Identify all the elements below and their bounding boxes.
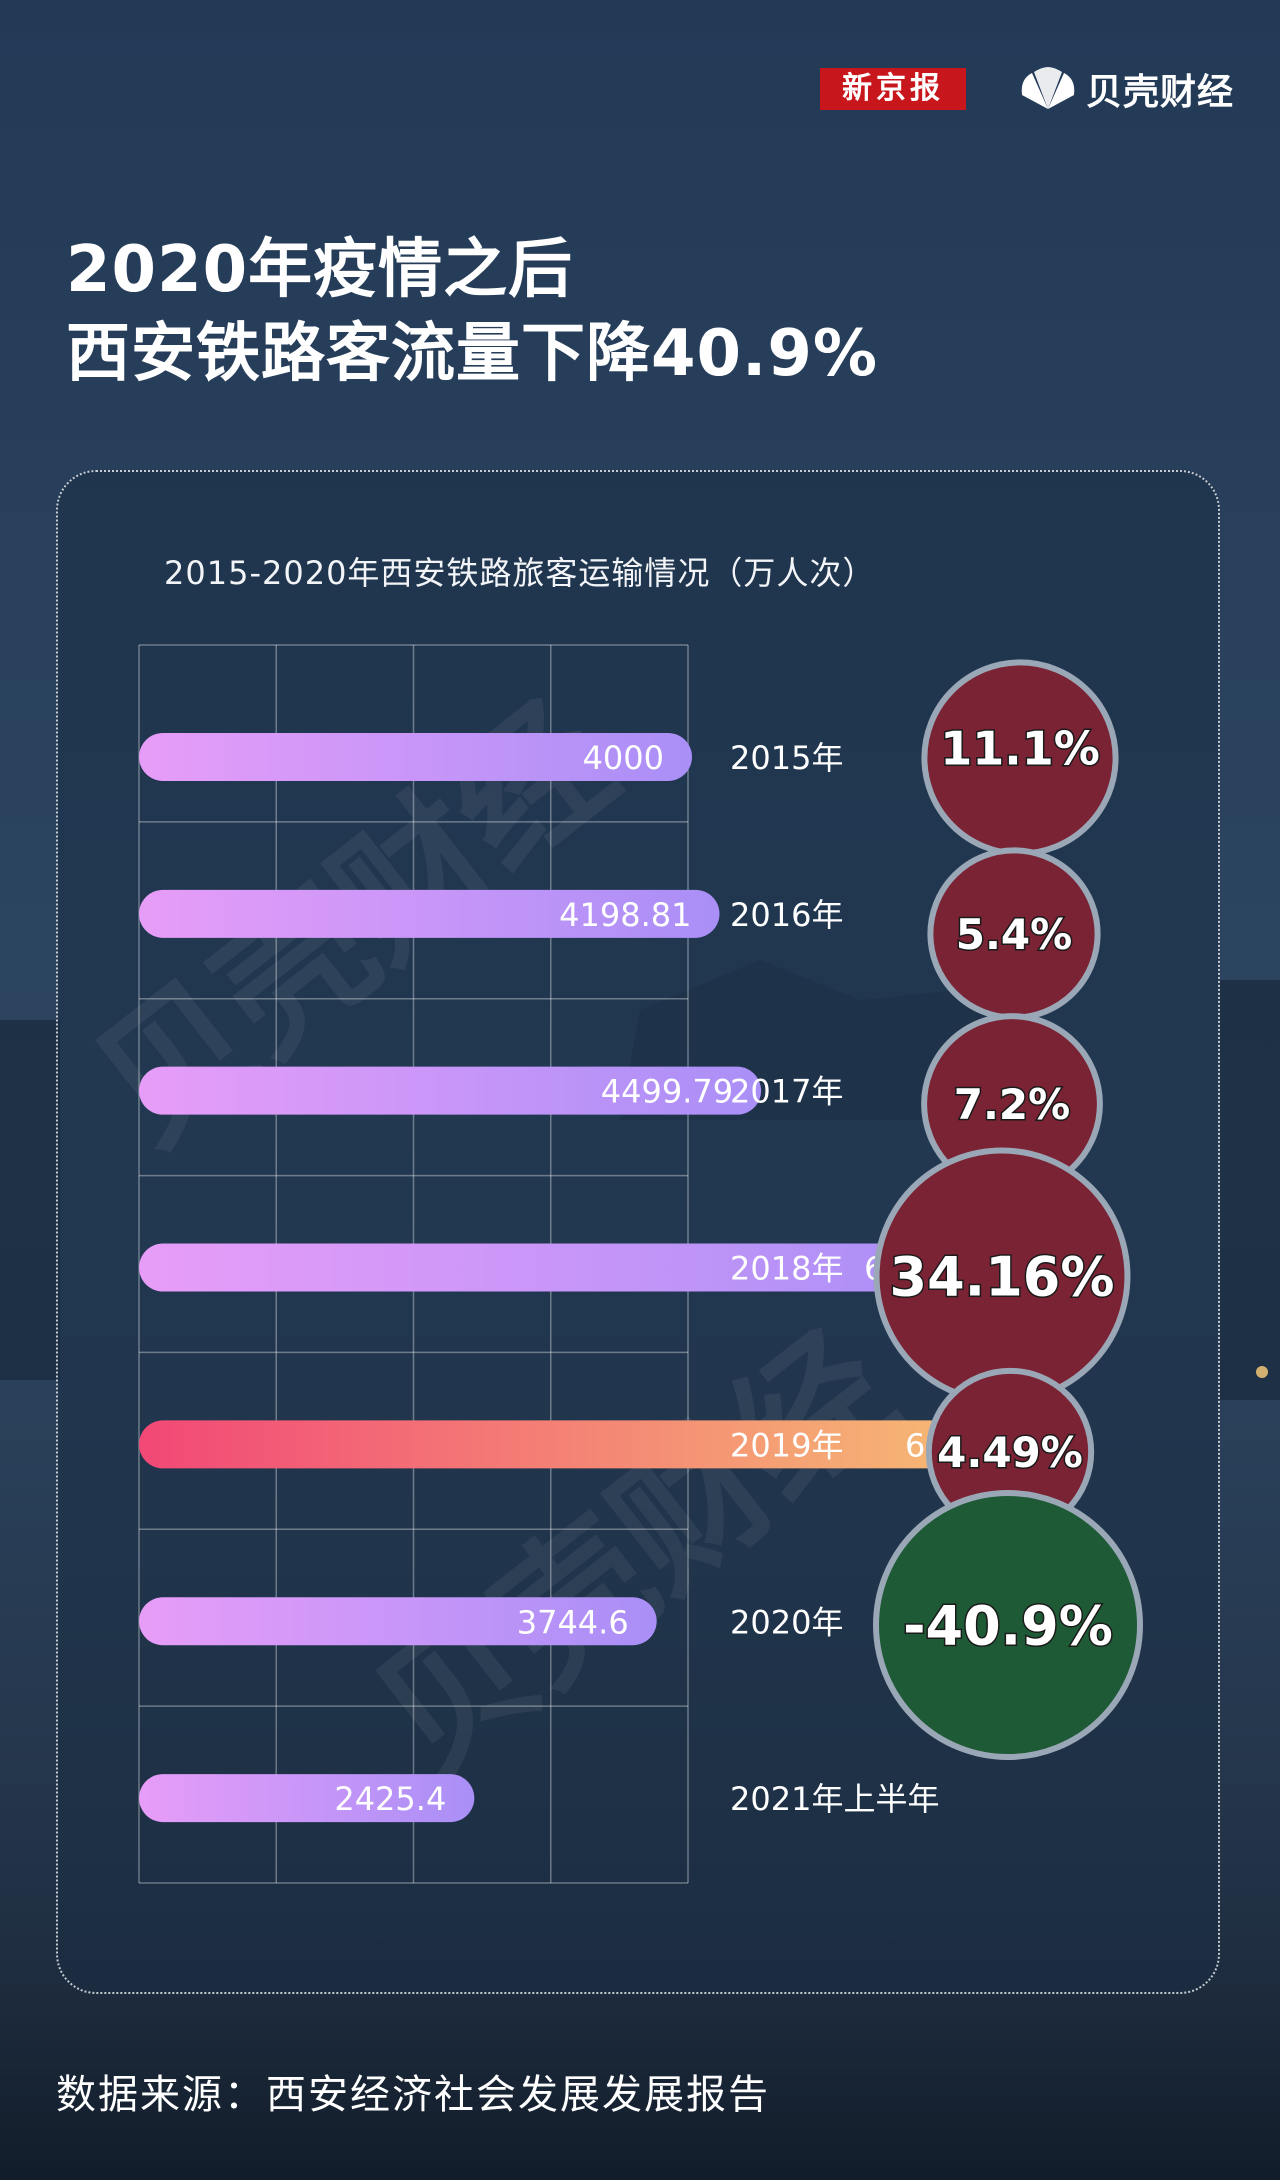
xinjingbao-logo: 新京报: [820, 68, 966, 110]
growth-rate-label: -40.9%: [903, 1594, 1113, 1657]
category-label: 2016年: [730, 896, 843, 934]
watermark-text: 贝壳财经: [345, 1302, 925, 1809]
bar: [139, 1420, 1015, 1469]
category-label: 2021年上半年: [730, 1780, 939, 1818]
bar: [139, 732, 692, 781]
bar-value-label: 2425.4: [334, 1780, 446, 1818]
headline: 2020年疫情之后 西安铁路客流量下降40.9%: [66, 228, 878, 396]
bar-value-label: 4198.81: [559, 896, 691, 934]
category-label: 2018年: [730, 1250, 843, 1288]
bar: [139, 889, 720, 938]
category-label: 2020年: [730, 1603, 843, 1641]
bar-value-label: 3744.6: [517, 1603, 629, 1641]
headline-line1: 2020年疫情之后: [66, 233, 574, 307]
growth-rate-label: 5.4%: [956, 910, 1072, 959]
beike-finance-logo: 贝壳财经: [1018, 62, 1234, 116]
growth-rate-label: 7.2%: [954, 1080, 1070, 1129]
shell-icon: [1021, 67, 1075, 109]
category-label: 2019年: [730, 1426, 843, 1464]
growth-rate-label: 11.1%: [940, 722, 1100, 776]
growth-bubble: [873, 1490, 1143, 1760]
bar: [139, 1774, 475, 1823]
chart-title: 2015-2020年西安铁路旅客运输情况（万人次）: [164, 554, 876, 592]
bar-value-label: 4499.79: [601, 1073, 733, 1111]
bar: [139, 1243, 974, 1292]
growth-rate-label: 34.16%: [890, 1245, 1115, 1308]
category-label: 2017年: [730, 1073, 843, 1111]
headline-line2: 西安铁路客流量下降40.9%: [66, 317, 879, 391]
growth-rate-label: 4.49%: [937, 1428, 1083, 1477]
bar-value-label: 4000: [583, 739, 664, 777]
beike-finance-text: 贝壳财经: [1086, 72, 1235, 113]
data-source: 数据来源：西安经济社会发展发展报告: [56, 2072, 770, 2118]
bar: [139, 1597, 657, 1646]
category-label: 2015年: [730, 739, 843, 777]
bar: [139, 1066, 762, 1115]
